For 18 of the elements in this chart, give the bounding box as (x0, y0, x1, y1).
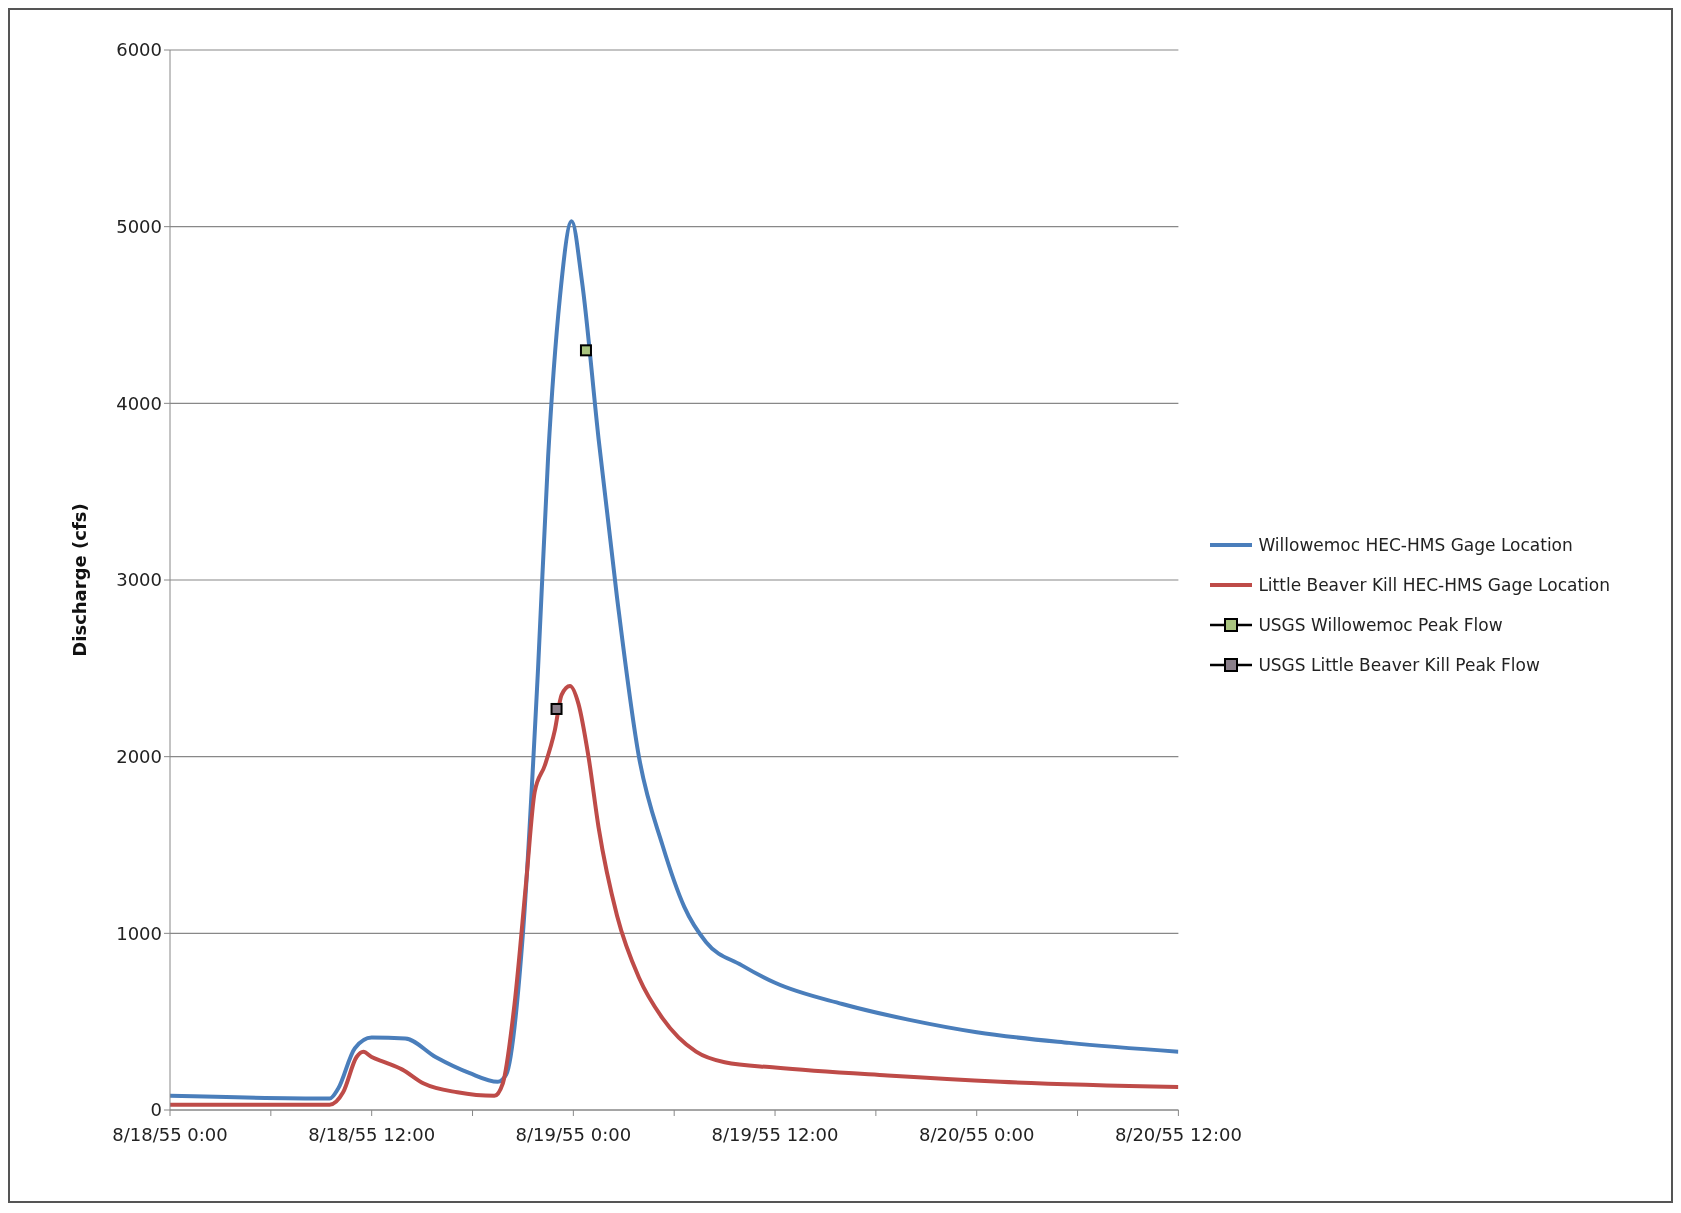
y-axis-title: Discharge (cfs) (69, 503, 91, 657)
x-tick-label: 8/18/55 0:00 (112, 1123, 228, 1145)
y-tick-label: 1000 (116, 922, 162, 944)
legend-label: USGS Willowemoc Peak Flow (1258, 615, 1503, 635)
legend-label: Willowemoc HEC-HMS Gage Location (1258, 535, 1573, 555)
y-tick-label: 2000 (116, 746, 162, 768)
x-tick-label: 8/20/55 12:00 (1114, 1123, 1242, 1145)
x-tick-label: 8/18/55 12:00 (308, 1123, 436, 1145)
y-tick-label: 5000 (116, 216, 162, 238)
legend-label: USGS Little Beaver Kill Peak Flow (1258, 655, 1540, 675)
x-tick-label: 8/19/55 12:00 (711, 1123, 839, 1145)
y-tick-label: 3000 (116, 569, 162, 591)
y-tick-label: 0 (150, 1099, 162, 1121)
x-tick-label: 8/20/55 0:00 (918, 1123, 1035, 1145)
y-tick-label: 6000 (116, 39, 162, 61)
legend-label: Little Beaver Kill HEC-HMS Gage Location (1258, 575, 1610, 595)
y-tick-label: 4000 (116, 392, 162, 414)
x-tick-label: 8/19/55 0:00 (515, 1123, 632, 1145)
